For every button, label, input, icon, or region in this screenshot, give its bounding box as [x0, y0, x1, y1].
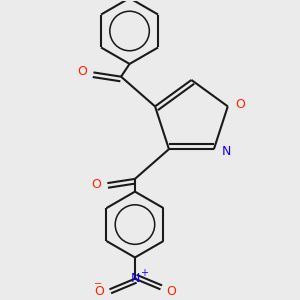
Text: N: N [130, 272, 140, 285]
Text: O: O [91, 178, 101, 191]
Text: O: O [94, 285, 104, 298]
Text: +: + [140, 268, 148, 278]
Text: O: O [166, 285, 175, 298]
Text: N: N [221, 145, 231, 158]
Text: O: O [77, 65, 87, 78]
Text: O: O [235, 98, 245, 111]
Text: −: − [94, 279, 102, 289]
